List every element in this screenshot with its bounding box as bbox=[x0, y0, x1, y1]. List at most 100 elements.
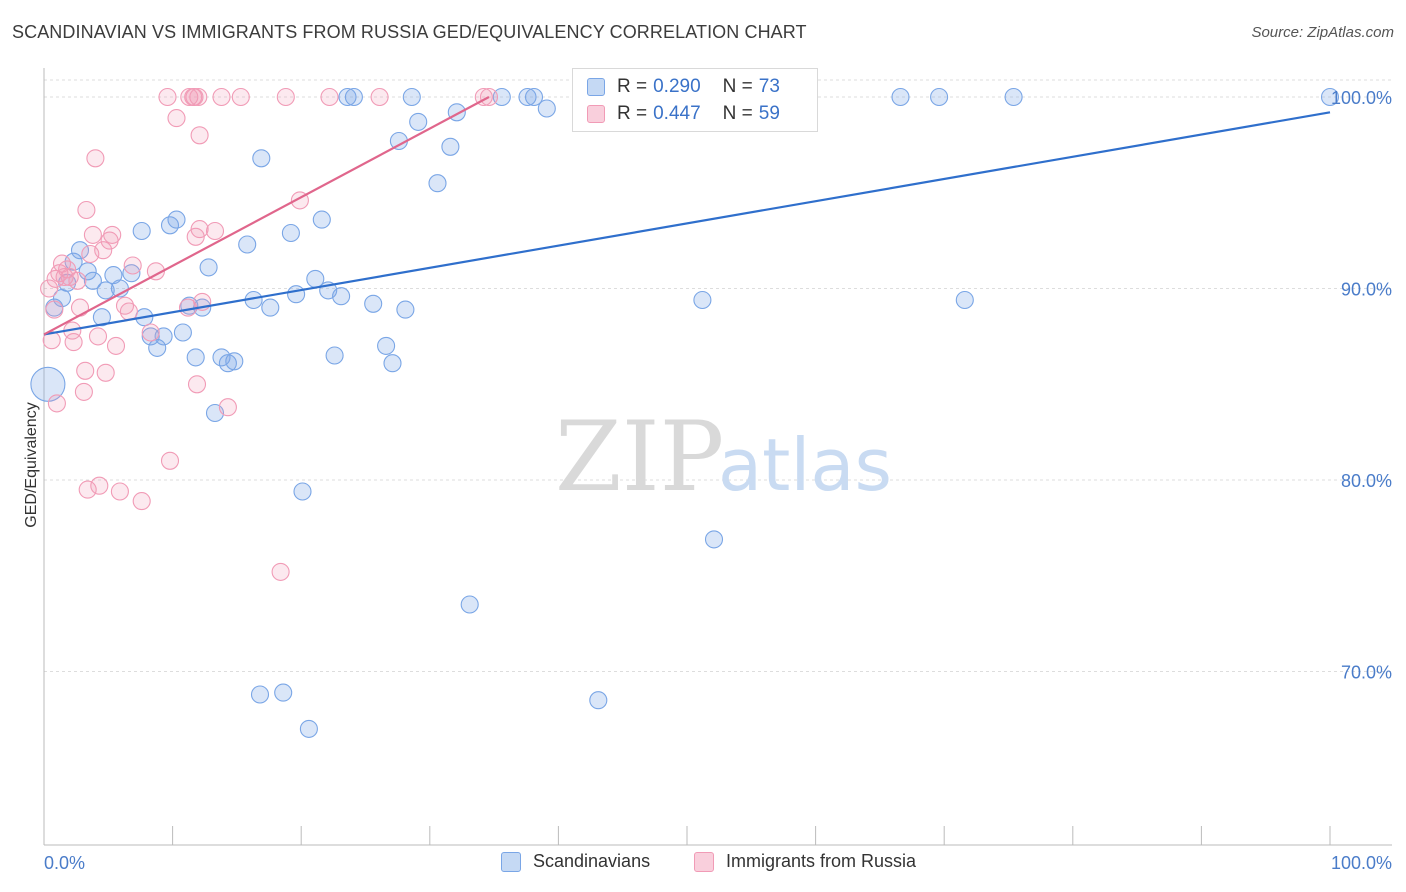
scandinavians-point bbox=[287, 285, 306, 304]
y-tick-label: 90.0% bbox=[1341, 280, 1392, 300]
scandinavians-point bbox=[30, 366, 66, 402]
axes bbox=[43, 68, 1392, 846]
stats-row-scandinavians: R = 0.290 N = 73 bbox=[587, 75, 780, 99]
russia-point bbox=[185, 87, 204, 107]
watermark-atlas: atlas bbox=[718, 423, 892, 507]
scandinavians-point bbox=[96, 281, 115, 300]
scandinavians-point bbox=[383, 354, 402, 373]
scandinavians-point bbox=[1004, 87, 1023, 107]
russia-point bbox=[64, 333, 83, 352]
scandinavians-point bbox=[92, 308, 111, 327]
scandinavians-point bbox=[396, 300, 415, 319]
stats-legend: R = 0.290 N = 73 R = 0.447 N = 59 bbox=[572, 68, 818, 132]
russia-point bbox=[212, 87, 231, 107]
n-label: N = bbox=[722, 103, 753, 124]
r-label: R = bbox=[617, 103, 648, 124]
russia-swatch bbox=[587, 105, 605, 123]
russia-point bbox=[70, 298, 90, 317]
scandinavians-point bbox=[83, 271, 102, 290]
scandinavians-point bbox=[141, 327, 160, 346]
russia-point bbox=[141, 323, 160, 342]
scandinavians-point bbox=[409, 112, 428, 131]
russia-point bbox=[160, 451, 180, 470]
russia-point bbox=[76, 361, 95, 380]
scandinavians-point bbox=[332, 287, 351, 306]
scandinavians-point bbox=[199, 258, 218, 277]
r-value: 0.290 bbox=[653, 76, 701, 97]
russia-point bbox=[40, 279, 59, 298]
legend-item-russia[interactable]: Immigrants from Russia bbox=[694, 851, 916, 872]
russia-point bbox=[167, 109, 186, 128]
scandinavians-point bbox=[186, 348, 205, 367]
legend-label: Scandinavians bbox=[533, 851, 651, 871]
russia-point bbox=[68, 271, 87, 290]
scandinavians-point bbox=[891, 87, 910, 107]
russia-point bbox=[231, 87, 250, 107]
scandinavians-point bbox=[930, 87, 949, 107]
russia-point bbox=[187, 375, 207, 394]
scandinavians-point bbox=[428, 174, 447, 193]
scandinavians-point bbox=[460, 595, 479, 614]
scandinavians-point bbox=[589, 691, 608, 710]
legend-item-scandinavians[interactable]: Scandinavians bbox=[501, 851, 650, 872]
y-tick-label: 80.0% bbox=[1341, 471, 1392, 491]
scandinavians-point bbox=[364, 294, 383, 313]
russia-points bbox=[40, 87, 499, 581]
russia-point bbox=[276, 87, 295, 107]
russia-point bbox=[320, 87, 339, 107]
n-label: N = bbox=[722, 76, 753, 97]
scandinavians-point bbox=[250, 685, 270, 704]
russia-point bbox=[86, 149, 105, 168]
russia-point bbox=[158, 87, 177, 107]
scandinavians-point bbox=[344, 87, 363, 107]
russia-point bbox=[205, 221, 225, 241]
y-axis-label: GED/Equivalency bbox=[23, 402, 40, 527]
russia-point bbox=[96, 363, 115, 382]
russia-point bbox=[190, 220, 209, 239]
russia-point bbox=[88, 327, 108, 346]
scandinavians-trend-line bbox=[43, 111, 1331, 336]
scandinavians-point bbox=[299, 719, 318, 738]
russia-point bbox=[103, 225, 122, 244]
scandinavians-point bbox=[704, 530, 724, 549]
russia-point bbox=[106, 336, 126, 355]
scandinavians-point bbox=[402, 87, 421, 107]
russia-point bbox=[42, 331, 61, 350]
source-label: Source: ZipAtlas.com bbox=[1251, 24, 1394, 41]
russia-point bbox=[190, 126, 209, 145]
russia-trend-line bbox=[43, 96, 490, 336]
scandinavians-point bbox=[64, 252, 83, 271]
scandinavians-point bbox=[132, 221, 151, 241]
russia-point bbox=[218, 398, 237, 417]
russia-point bbox=[132, 492, 151, 511]
scandinavians-point bbox=[173, 323, 192, 342]
stats-row-russia: R = 0.447 N = 59 bbox=[587, 102, 780, 126]
russia-point bbox=[47, 394, 66, 413]
scandinavians-point bbox=[281, 223, 300, 243]
scandinavians-point bbox=[312, 210, 331, 229]
russia-point bbox=[77, 200, 96, 220]
scandinavians-point bbox=[1320, 87, 1340, 107]
scandinavians-point bbox=[338, 87, 357, 107]
tick-labels: 70.0% 80.0% 90.0% 100.0% 0.0% 100.0% bbox=[44, 88, 1392, 873]
russia-point bbox=[479, 87, 499, 107]
scandinavians-point bbox=[492, 87, 511, 107]
scandinavians-point bbox=[325, 346, 344, 365]
scandinavians-point bbox=[274, 683, 293, 702]
russia-point bbox=[123, 256, 142, 275]
grid bbox=[44, 79, 1392, 672]
russia-point bbox=[78, 480, 97, 499]
russia-point bbox=[119, 302, 138, 321]
x-tick-label: 0.0% bbox=[44, 853, 85, 873]
russia-point bbox=[74, 382, 93, 401]
legend-label: Immigrants from Russia bbox=[726, 851, 917, 871]
scandinavians-point bbox=[955, 290, 974, 310]
russia-point bbox=[271, 562, 290, 581]
russia-point bbox=[45, 300, 64, 319]
scandinavians-point bbox=[122, 264, 141, 283]
scandinavians-point bbox=[167, 210, 186, 229]
russia-point bbox=[83, 225, 102, 244]
scandinavians-point bbox=[70, 241, 90, 260]
watermark: ZIP atlas bbox=[555, 401, 892, 513]
russia-point bbox=[50, 264, 69, 283]
